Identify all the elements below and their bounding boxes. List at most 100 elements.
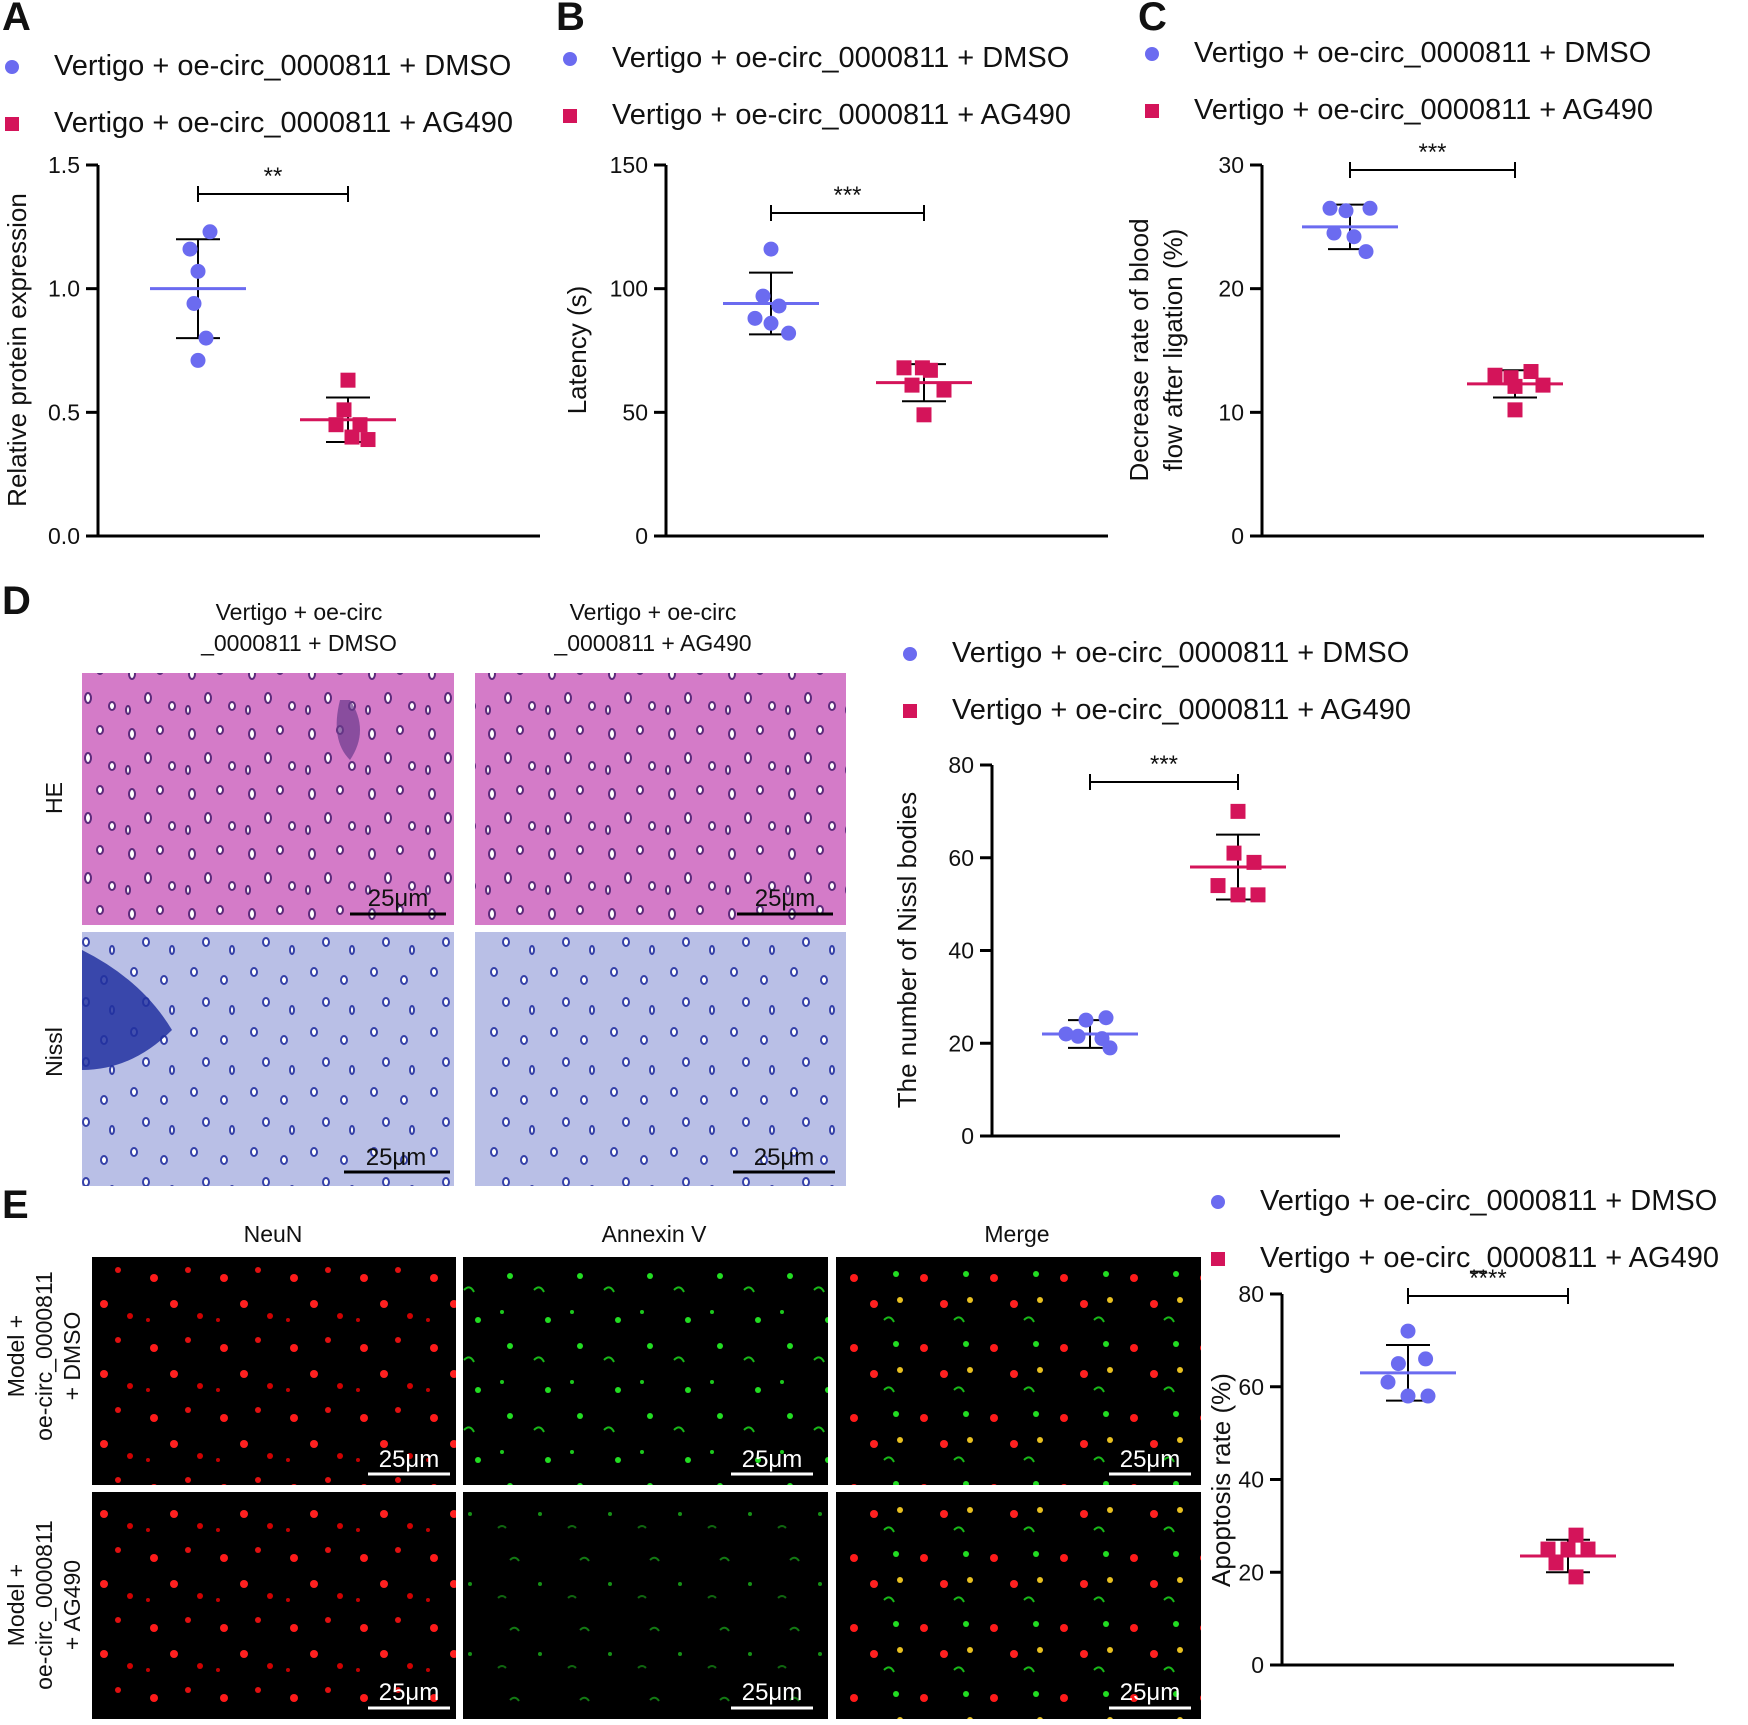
y-tick-label: 0 [1231, 523, 1244, 549]
legend-entry-dmso: Vertigo + oe-circ_0000811 + DMSO [612, 42, 1069, 74]
data-point-ag490 [336, 402, 352, 418]
data-point-ag490 [328, 417, 344, 433]
y-tick-label: 100 [610, 276, 648, 302]
y-axis-label-line: flow after ligation (%) [1158, 229, 1188, 472]
data-point-ag490 [1568, 1527, 1584, 1543]
data-point-ag490 [936, 382, 952, 398]
panel-letter-a: A [2, 0, 31, 39]
significance-label: *** [833, 182, 861, 209]
col-head-neun: NeuN [244, 1221, 303, 1247]
y-tick-label: 0.0 [48, 523, 80, 549]
data-point-dmso [1078, 1012, 1094, 1028]
data-point-ag490 [344, 429, 360, 445]
data-point-dmso [1346, 229, 1362, 245]
row-head-e1-line1: Model + [3, 1315, 29, 1397]
micrograph-merge-dmso [836, 1257, 1201, 1485]
col-head-d-ag490-line2: _0000811 + AG490 [553, 630, 751, 656]
legend-square-marker-icon [5, 117, 19, 131]
data-point-ag490 [1210, 878, 1226, 894]
row-head-e2-line3: + AG490 [59, 1560, 85, 1650]
legend-entry-dmso: Vertigo + oe-circ_0000811 + DMSO [1260, 1185, 1717, 1217]
data-point-dmso [1102, 1040, 1118, 1056]
y-tick-label: 20 [1218, 276, 1244, 302]
data-point-dmso [198, 330, 214, 346]
col-head-d-dmso-line2: _0000811 + DMSO [200, 630, 397, 656]
data-point-ag490 [340, 372, 356, 388]
data-point-dmso [190, 352, 206, 368]
data-point-dmso [781, 325, 797, 341]
data-point-dmso [1338, 203, 1354, 219]
scalebar-label-e1-merge: 25μm [1120, 1446, 1181, 1473]
data-point-dmso [1390, 1356, 1406, 1372]
data-point-ag490 [1246, 854, 1262, 870]
data-point-ag490 [1226, 845, 1242, 861]
data-point-ag490 [1523, 364, 1539, 380]
legend-circle-marker-icon [563, 52, 577, 66]
col-head-merge: Merge [984, 1221, 1049, 1247]
y-tick-label: 40 [1238, 1467, 1264, 1493]
data-point-ag490 [922, 362, 938, 378]
data-point-ag490 [1568, 1569, 1584, 1585]
micrograph-nissl-ag490 [475, 932, 846, 1186]
y-tick-label: 150 [610, 152, 648, 178]
data-point-ag490 [1507, 378, 1523, 394]
significance-label: *** [1418, 139, 1446, 166]
micrograph-he-ag490 [475, 673, 846, 925]
y-tick-label: 1.0 [48, 276, 80, 302]
y-tick-label: 10 [1218, 399, 1244, 425]
row-head-e2-line2: oe-circ_0000811 [31, 1520, 57, 1690]
data-point-ag490 [916, 407, 932, 423]
scalebar-label-e2-merge: 25μm [1120, 1679, 1181, 1706]
scalebar-label-e2-neun: 25μm [379, 1679, 440, 1706]
significance-label: ** [264, 163, 283, 190]
legend-entry-ag490: Vertigo + oe-circ_0000811 + AG490 [952, 694, 1411, 726]
legend-entry-ag490: Vertigo + oe-circ_0000811 + AG490 [1260, 1242, 1719, 1274]
y-tick-label: 40 [948, 938, 974, 964]
y-axis-label: Relative protein expression [2, 193, 32, 507]
y-tick-label: 60 [1238, 1374, 1264, 1400]
data-point-ag490 [1230, 803, 1246, 819]
legend-entry-ag490: Vertigo + oe-circ_0000811 + AG490 [1194, 94, 1653, 126]
legend-circle-marker-icon [1145, 47, 1159, 61]
y-tick-label: 30 [1218, 152, 1244, 178]
micrograph-merge-ag490 [836, 1492, 1201, 1719]
scalebar-label-nissl-ag490: 25μm [754, 1144, 815, 1171]
data-point-dmso [202, 224, 218, 240]
y-tick-label: 80 [1238, 1281, 1264, 1307]
micrograph-annexin-ag490 [463, 1492, 828, 1719]
data-point-ag490 [1507, 402, 1523, 418]
y-tick-label: 0.5 [48, 399, 80, 425]
chart-a: Vertigo + oe-circ_0000811 + DMSO Vertigo … [2, 50, 540, 549]
row-head-he: HE [41, 782, 67, 814]
legend-entry-dmso: Vertigo + oe-circ_0000811 + DMSO [1194, 37, 1651, 69]
chart-c: Vertigo + oe-circ_0000811 + DMSO Vertigo … [1124, 37, 1704, 549]
panel-letter-d: D [2, 579, 31, 623]
scalebar-label-e1-neun: 25μm [379, 1446, 440, 1473]
dark-region-nissl-dmso [82, 950, 172, 1070]
y-tick-label: 0 [961, 1123, 974, 1149]
data-point-ag490 [1230, 887, 1246, 903]
col-head-annexin: Annexin V [602, 1221, 708, 1247]
legend-square-marker-icon [1211, 1252, 1225, 1266]
data-point-dmso [1362, 200, 1378, 216]
data-point-dmso [747, 310, 763, 326]
row-head-e1-line3: + DMSO [59, 1312, 85, 1401]
data-point-ag490 [1580, 1541, 1596, 1557]
panel-letter-b: B [556, 0, 585, 39]
data-point-dmso [1322, 200, 1338, 216]
data-point-dmso [1058, 1026, 1074, 1042]
y-tick-label: 1.5 [48, 152, 80, 178]
legend-square-marker-icon [1145, 104, 1159, 118]
legend-circle-marker-icon [1211, 1195, 1225, 1209]
y-axis-label: Latency (s) [562, 286, 592, 415]
micrograph-neun-ag490 [92, 1492, 456, 1719]
scalebar-label-he-dmso: 25μm [368, 885, 429, 912]
col-head-d-ag490-line1: Vertigo + oe-circ [570, 599, 737, 625]
data-point-dmso [1070, 1028, 1086, 1044]
data-point-dmso [1418, 1351, 1434, 1367]
micrograph-he-dmso [82, 673, 454, 925]
legend-square-marker-icon [563, 109, 577, 123]
data-point-dmso [1358, 244, 1374, 260]
col-head-d-dmso-line1: Vertigo + oe-circ [216, 599, 383, 625]
